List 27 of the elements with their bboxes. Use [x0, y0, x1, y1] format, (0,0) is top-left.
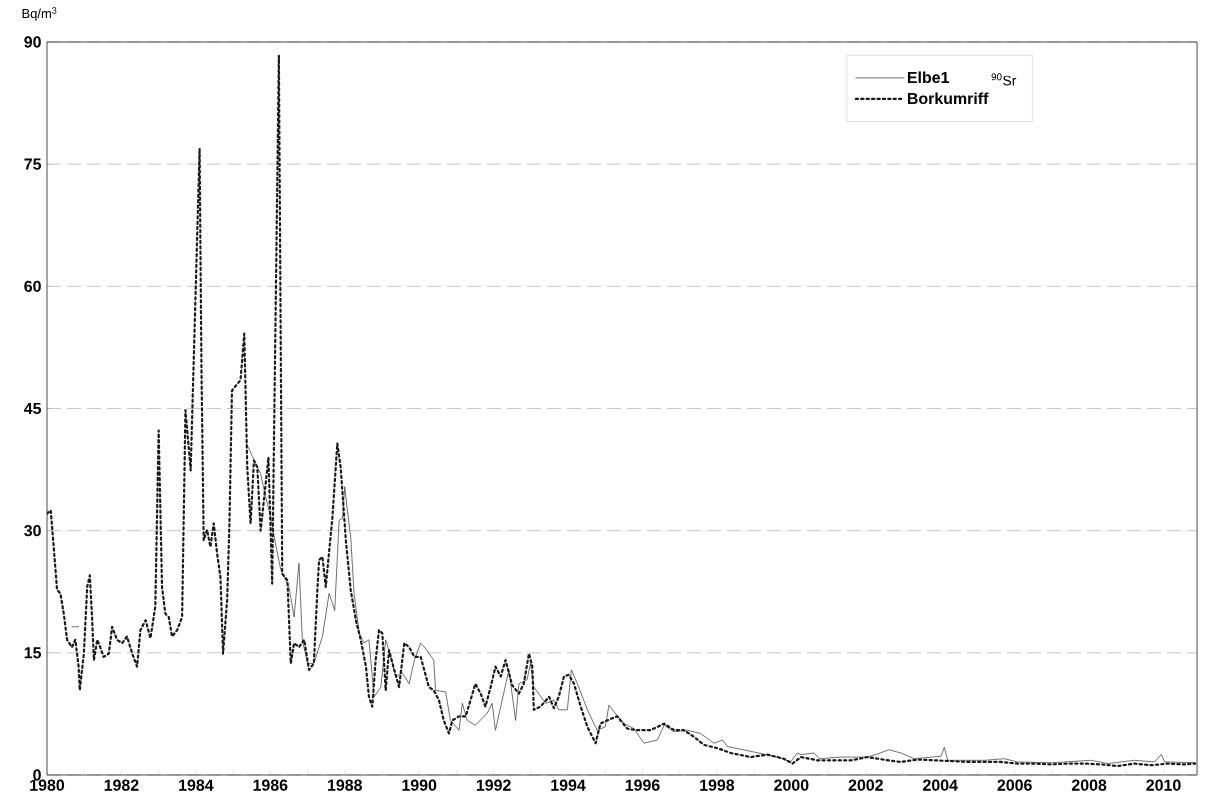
x-tick-label: 1982	[104, 779, 139, 791]
y-axis-title: Bq/m$^{3}$	[22, 7, 57, 21]
y-tick-label: 0	[33, 769, 41, 781]
x-tick-label: 1988	[328, 779, 362, 791]
legend-label: Elbe1	[907, 71, 949, 84]
legend-label: Borkumriff	[907, 92, 989, 105]
x-tick-label: 2006	[997, 779, 1032, 791]
x-tick-label: 1980	[30, 779, 65, 791]
x-tick-label: 1994	[551, 779, 586, 791]
x-tick-label: 1984	[179, 779, 214, 791]
y-tick-label: 15	[24, 647, 42, 659]
x-tick-label: 2002	[848, 779, 883, 791]
y-tick-label: 45	[23, 402, 42, 415]
x-tick-label: 1992	[476, 779, 511, 791]
x-tick-label: 2008	[1071, 779, 1107, 791]
x-tick-label: 2010	[1146, 779, 1181, 791]
y-tick-label: 75	[24, 158, 42, 170]
y-tick-label: 90	[24, 36, 41, 48]
x-tick-label: 2000	[774, 779, 809, 791]
y-tick-label: 60	[24, 280, 41, 292]
x-tick-label: 2004	[923, 779, 958, 791]
x-tick-label: 1986	[253, 779, 288, 791]
y-tick-label: 30	[24, 525, 41, 537]
x-tick-label: 1998	[700, 779, 735, 791]
annotation: $^{90}$Sr	[991, 73, 1017, 86]
x-tick-label: 1990	[402, 779, 437, 791]
x-tick-label: 1996	[625, 779, 660, 791]
